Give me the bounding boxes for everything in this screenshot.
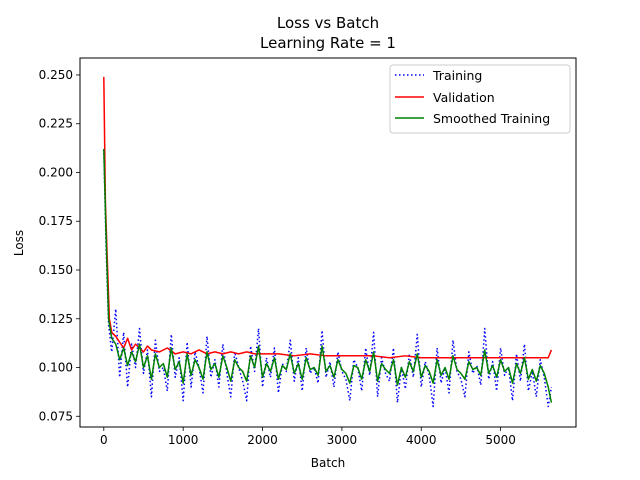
y-axis: 0.075 0.100 0.125 0.150 0.175 0.200 0.225 0.250 bbox=[39, 68, 80, 423]
y-tick-label: 0.225 bbox=[39, 117, 73, 131]
y-tick-label: 0.250 bbox=[39, 68, 73, 82]
x-axis-label: Batch bbox=[311, 456, 346, 470]
chart-subtitle: Learning Rate = 1 bbox=[260, 34, 396, 52]
plot-frame bbox=[79, 57, 577, 428]
x-axis: 0 1000 2000 3000 4000 5000 bbox=[100, 427, 516, 447]
x-tick-label: 2000 bbox=[247, 433, 278, 447]
series-line-validation bbox=[103, 76, 553, 359]
y-tick-label: 0.100 bbox=[39, 361, 73, 375]
legend-box bbox=[389, 64, 571, 134]
x-tick-label: 0 bbox=[100, 433, 108, 447]
legend-label-smoothed-training: Smoothed Training bbox=[433, 111, 550, 126]
y-tick-label: 0.175 bbox=[39, 214, 73, 228]
y-axis-label: Loss bbox=[12, 230, 26, 256]
y-tick-label: 0.200 bbox=[39, 165, 73, 179]
series-line-training bbox=[103, 149, 553, 408]
legend-label-validation: Validation bbox=[433, 90, 495, 105]
legend-label-training: Training bbox=[432, 68, 482, 83]
legend: Training Validation Smoothed Training bbox=[389, 64, 571, 134]
series-layer bbox=[103, 76, 553, 408]
y-tick-label: 0.125 bbox=[39, 312, 73, 326]
y-tick-label: 0.150 bbox=[39, 263, 73, 277]
x-tick-label: 5000 bbox=[485, 433, 516, 447]
x-tick-label: 1000 bbox=[168, 433, 199, 447]
y-tick-label: 0.075 bbox=[39, 409, 73, 423]
chart-title: Loss vs Batch bbox=[277, 14, 379, 32]
series-line-smoothed-training bbox=[103, 149, 553, 403]
x-tick-label: 3000 bbox=[327, 433, 358, 447]
x-tick-label: 4000 bbox=[406, 433, 437, 447]
